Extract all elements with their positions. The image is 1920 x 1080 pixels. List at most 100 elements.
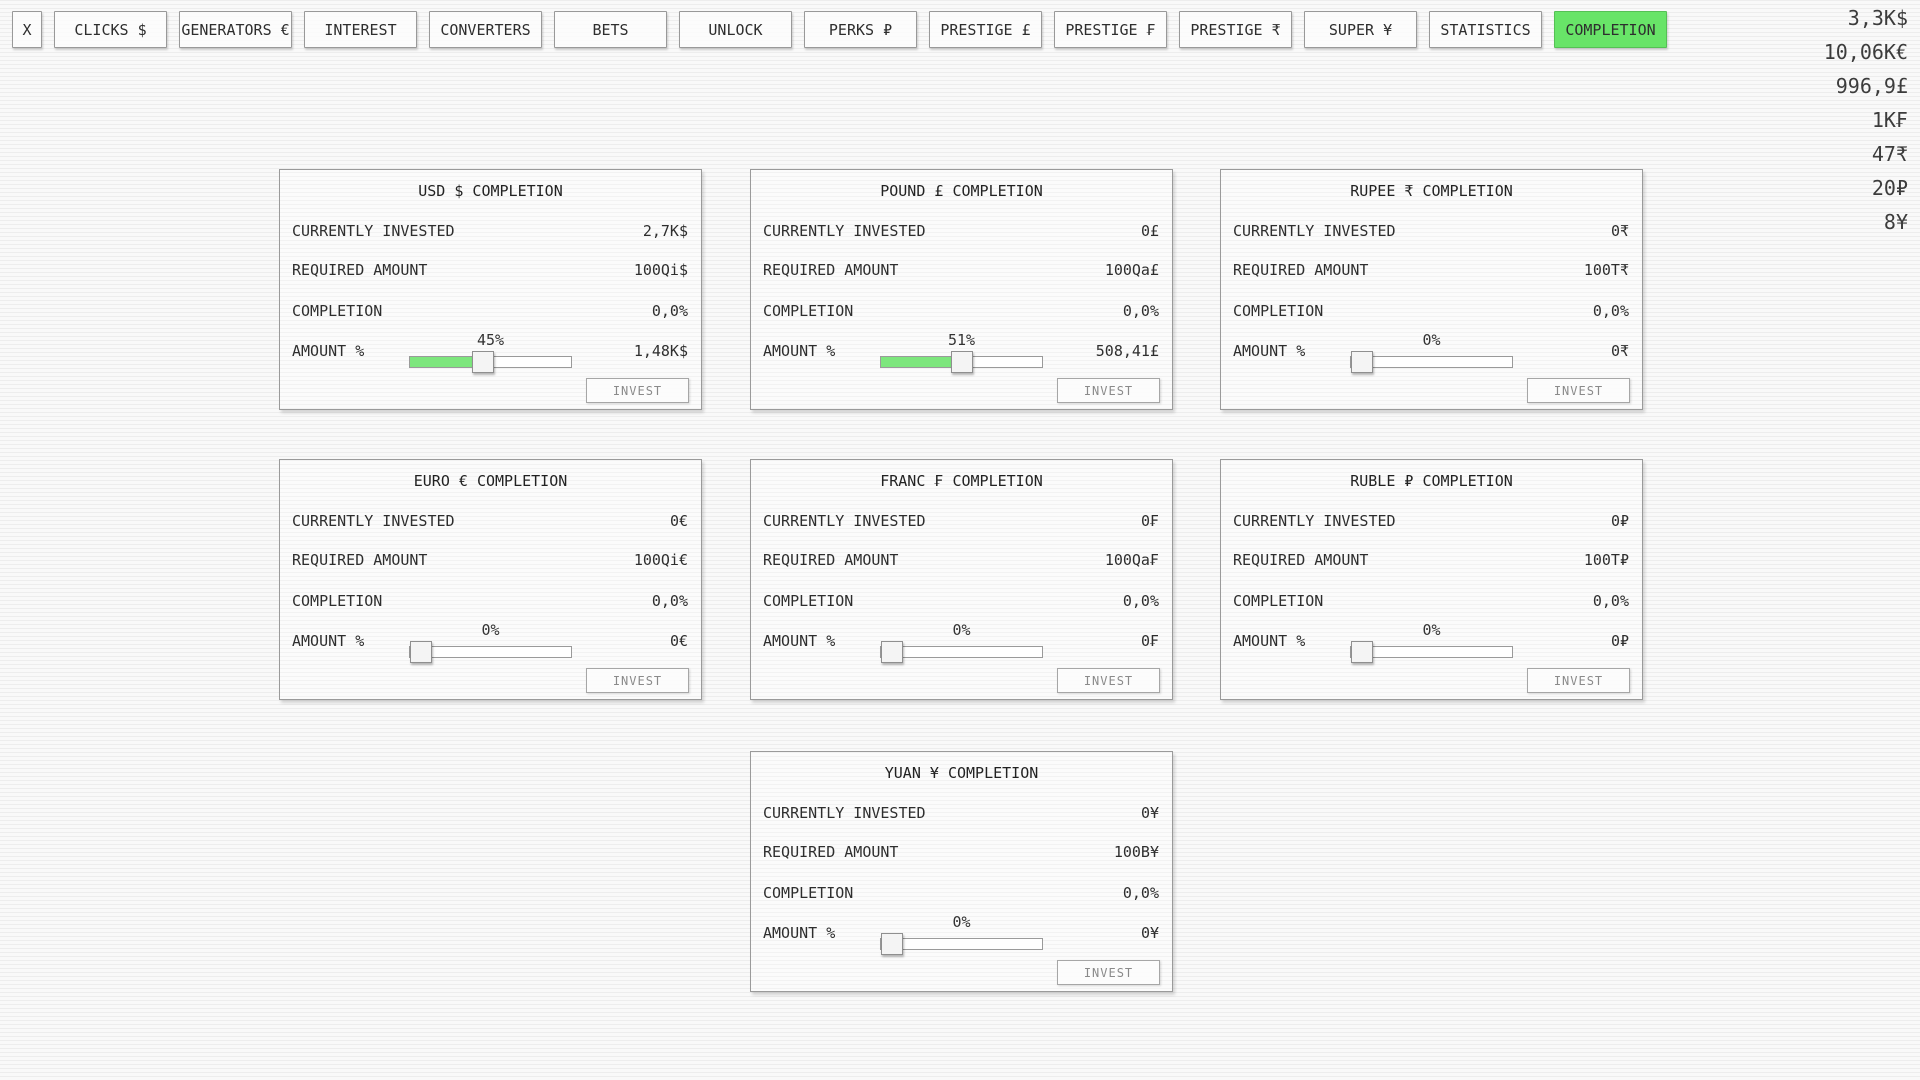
completion-row: COMPLETION 0,0% (292, 591, 688, 611)
card-title: POUND £ COMPLETION (880, 182, 1043, 200)
nav-button-generators[interactable]: GENERATORS € (179, 11, 292, 48)
currency-usd: 3,3K$ (1847, 6, 1908, 30)
euro-completion-card: EURO € COMPLETION CURRENTLY INVESTED 0€ … (279, 459, 702, 700)
amount-row: AMOUNT % 0₹ (1233, 341, 1629, 361)
invest-button[interactable]: INVEST (1057, 960, 1160, 985)
currently-invested-value: 0€ (669, 512, 688, 530)
nav-button-converters[interactable]: CONVERTERS (429, 11, 542, 48)
slider-thumb[interactable] (951, 351, 973, 373)
currency-franc: 1K₣ (1871, 108, 1908, 132)
amount-slider[interactable] (409, 351, 572, 373)
invested-row: CURRENTLY INVESTED 0₽ (1233, 511, 1629, 531)
currently-invested-label: CURRENTLY INVESTED (292, 222, 455, 240)
amount-value: 0₣ (1140, 632, 1159, 650)
amount-slider[interactable] (880, 641, 1043, 663)
amount-value: 0₽ (1610, 632, 1629, 650)
card-title: EURO € COMPLETION (413, 472, 568, 490)
slider-fill (410, 357, 472, 367)
amount-pct-label: AMOUNT % (292, 342, 365, 360)
required-amount-label: REQUIRED AMOUNT (292, 261, 428, 279)
amount-row: AMOUNT % 0¥ (763, 923, 1159, 943)
required-row: REQUIRED AMOUNT 100Qi€ (292, 550, 688, 570)
currently-invested-value: 0₹ (1610, 222, 1629, 240)
completion-value: 0,0% (1122, 884, 1159, 902)
amount-slider[interactable] (880, 933, 1043, 955)
currency-rupee: 47₹ (1871, 142, 1908, 166)
nav-button-unlock[interactable]: UNLOCK (679, 11, 792, 48)
nav-button-prestige-rupee[interactable]: PRESTIGE ₹ (1179, 11, 1292, 48)
invest-button[interactable]: INVEST (1057, 378, 1160, 403)
card-title: YUAN ¥ COMPLETION (884, 764, 1039, 782)
currency-pound: 996,9£ (1835, 74, 1908, 98)
completion-label: COMPLETION (292, 592, 383, 610)
nav-button-clicks[interactable]: CLICKS $ (54, 11, 167, 48)
nav-button-completion[interactable]: COMPLETION (1554, 11, 1667, 48)
nav-button-perks[interactable]: PERKS ₽ (804, 11, 917, 48)
currently-invested-value: 0£ (1140, 222, 1159, 240)
slider-thumb[interactable] (881, 933, 903, 955)
required-amount-value: 100T₹ (1583, 261, 1629, 279)
currently-invested-label: CURRENTLY INVESTED (292, 512, 455, 530)
nav-button-prestige-pound[interactable]: PRESTIGE £ (929, 11, 1042, 48)
slider-percent-label: 0% (952, 913, 971, 931)
invest-button[interactable]: INVEST (1057, 668, 1160, 693)
slider-thumb[interactable] (881, 641, 903, 663)
nav-button-prestige-franc[interactable]: PRESTIGE ₣ (1054, 11, 1167, 48)
franc-completion-card: FRANC ₣ COMPLETION CURRENTLY INVESTED 0₣… (750, 459, 1173, 700)
slider-thumb[interactable] (472, 351, 494, 373)
invest-button[interactable]: INVEST (586, 378, 689, 403)
slider-fill (881, 357, 951, 367)
slider-percent-label: 0% (481, 621, 500, 639)
yuan-completion-card: YUAN ¥ COMPLETION CURRENTLY INVESTED 0¥ … (750, 751, 1173, 992)
ruble-completion-card: RUBLE ₽ COMPLETION CURRENTLY INVESTED 0₽… (1220, 459, 1643, 700)
required-row: REQUIRED AMOUNT 100T₽ (1233, 550, 1629, 570)
amount-slider[interactable] (409, 641, 572, 663)
required-row: REQUIRED AMOUNT 100Qa₣ (763, 550, 1159, 570)
card-title: RUBLE ₽ COMPLETION (1350, 472, 1513, 490)
amount-value: 0¥ (1140, 924, 1159, 942)
usd-completion-card: USD $ COMPLETION CURRENTLY INVESTED 2,7K… (279, 169, 702, 410)
completion-value: 0,0% (1592, 302, 1629, 320)
amount-row: AMOUNT % 0₽ (1233, 631, 1629, 651)
invested-row: CURRENTLY INVESTED 0¥ (763, 803, 1159, 823)
completion-row: COMPLETION 0,0% (763, 883, 1159, 903)
required-amount-label: REQUIRED AMOUNT (763, 551, 899, 569)
amount-slider[interactable] (1350, 641, 1513, 663)
amount-value: 1,48K$ (633, 342, 688, 360)
nav-button-x[interactable]: X (12, 11, 42, 48)
completion-row: COMPLETION 0,0% (292, 301, 688, 321)
invest-button[interactable]: INVEST (586, 668, 689, 693)
currency-totals: 3,3K$ 10,06K€ 996,9£ 1K₣ 47₹ 20₽ 8¥ (1824, 1, 1908, 239)
currently-invested-label: CURRENTLY INVESTED (1233, 512, 1396, 530)
completion-row: COMPLETION 0,0% (1233, 301, 1629, 321)
required-amount-label: REQUIRED AMOUNT (763, 843, 899, 861)
slider-thumb[interactable] (1351, 641, 1373, 663)
slider-thumb[interactable] (1351, 351, 1373, 373)
completion-label: COMPLETION (1233, 592, 1324, 610)
amount-slider[interactable] (880, 351, 1043, 373)
slider-percent-label: 51% (947, 331, 976, 349)
currency-yuan: 8¥ (1883, 210, 1908, 234)
card-title: FRANC ₣ COMPLETION (880, 472, 1043, 490)
currently-invested-label: CURRENTLY INVESTED (763, 512, 926, 530)
required-amount-value: 100Qa₣ (1104, 551, 1159, 569)
amount-row: AMOUNT % 508,41£ (763, 341, 1159, 361)
nav-button-interest[interactable]: INTEREST (304, 11, 417, 48)
amount-pct-label: AMOUNT % (292, 632, 365, 650)
amount-value: 0€ (669, 632, 688, 650)
required-amount-value: 100B¥ (1113, 843, 1159, 861)
slider-thumb[interactable] (410, 641, 432, 663)
invest-button[interactable]: INVEST (1527, 668, 1630, 693)
required-amount-label: REQUIRED AMOUNT (763, 261, 899, 279)
required-amount-value: 100Qi€ (633, 551, 688, 569)
amount-slider[interactable] (1350, 351, 1513, 373)
nav-button-bets[interactable]: BETS (554, 11, 667, 48)
invest-button[interactable]: INVEST (1527, 378, 1630, 403)
completion-value: 0,0% (1122, 302, 1159, 320)
nav-button-statistics[interactable]: STATISTICS (1429, 11, 1542, 48)
amount-pct-label: AMOUNT % (1233, 342, 1306, 360)
required-row: REQUIRED AMOUNT 100B¥ (763, 842, 1159, 862)
nav-button-super-yuan[interactable]: SUPER ¥ (1304, 11, 1417, 48)
currently-invested-value: 2,7K$ (642, 222, 688, 240)
invested-row: CURRENTLY INVESTED 0£ (763, 221, 1159, 241)
